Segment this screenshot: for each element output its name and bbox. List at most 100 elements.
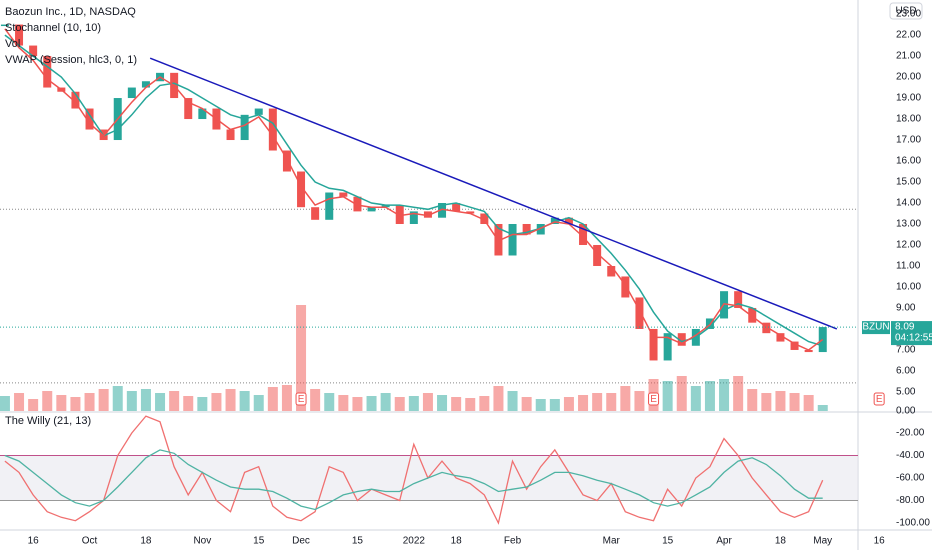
oscillator-title: The Willy (21, 13) [5,415,91,427]
candle [663,333,672,361]
volume-bar [634,391,645,411]
volume-bar [296,305,307,411]
candle [29,45,38,57]
candle [593,244,602,266]
x-tick-label: Nov [193,536,211,547]
x-tick-label: 16 [28,536,40,547]
volume-bar [84,393,95,411]
event-marker [648,392,660,406]
oscillator-tick-label: -60.00 [896,473,925,484]
volume-bar [211,393,222,411]
event-label: E [650,394,657,405]
candle [85,108,94,130]
volume-bar [549,399,560,411]
volume-bar [719,379,730,411]
x-tick-label: Feb [504,536,522,547]
volume-bar [324,393,335,411]
indicator-label: VWAP (Session, hlc3, 0, 1) [5,54,137,66]
volume-bar [775,391,786,411]
volume-bar [394,397,405,411]
y-tick-label: 18.00 [896,114,921,125]
candle [127,87,136,99]
candle [677,333,686,346]
marks [0,24,885,525]
y-tick-label: 23.00 [896,9,921,20]
candle [381,205,390,208]
oscillator-line [4,449,823,511]
event-marker [295,392,307,406]
oscillator-tick-label: -80.00 [896,495,925,506]
currency-box[interactable] [889,2,923,20]
volume-bar [422,393,433,411]
candle [564,217,573,224]
candle [776,333,785,342]
candle [15,24,24,46]
volume-bar [239,391,250,411]
channel-line [4,28,824,351]
event-label: E [298,394,305,405]
candle [621,276,630,298]
volume-bar [493,386,504,411]
x-tick-label: Apr [716,536,732,547]
y-tick-label: 15.00 [896,177,921,188]
volume-bar [197,397,208,411]
x-tick-label: Dec [292,536,310,547]
y-tick-label: 10.00 [896,282,921,293]
candle [198,108,207,120]
y-tick-label: 22.00 [896,30,921,41]
candle [268,108,277,151]
y-tick-label: 7.00 [896,345,916,356]
candle [254,108,263,115]
volume-bar [126,391,137,411]
candle [607,265,616,277]
candle [536,223,545,235]
indicator-label: Vol [5,38,20,50]
volume-bar [0,396,10,411]
volume-bar [451,397,462,411]
volume-bar [366,396,377,411]
candle [635,297,644,329]
volume-bar [747,389,758,411]
volume-bar [578,395,589,411]
y-tick-label: 17.00 [896,135,921,146]
volume-bar [380,393,391,411]
price-label: 8.09 [895,322,915,333]
x-tick-label: 18 [775,536,787,547]
volume-bar [690,386,701,411]
volume-tick-label: 0.00 [896,406,916,417]
y-tick-label: 5.00 [896,387,916,398]
volume-bar [183,396,194,411]
x-tick-label: 18 [451,536,463,547]
volume-bar [789,393,800,411]
volume-bar [521,397,532,411]
currency: USD [895,6,916,17]
y-tick-label: 11.00 [896,261,921,272]
volume-bar [56,395,67,411]
candle [141,81,150,88]
chart-title: Baozun Inc., 1D, NASDAQ [5,6,136,18]
volume-bar [803,395,814,411]
volume-bar [140,389,151,411]
candle [184,98,193,120]
volume-bar [267,387,278,411]
volume-bar [563,397,574,411]
candle [480,213,489,224]
candle [579,223,588,245]
candle [43,56,52,88]
candle [339,192,348,197]
volume-bar [465,398,476,411]
candle [748,307,757,323]
volume-bar [535,399,546,411]
volume-bar [112,386,123,411]
x-tick-label: 2022 [403,536,426,547]
candle [438,203,447,218]
candle [734,291,743,308]
volume-bar [338,395,349,411]
volume-bar [352,397,363,411]
volume-bar [155,393,166,411]
candle [508,223,517,256]
y-tick-label: 21.00 [896,51,921,62]
volume-bar [98,389,109,411]
oscillator-line [4,415,824,525]
